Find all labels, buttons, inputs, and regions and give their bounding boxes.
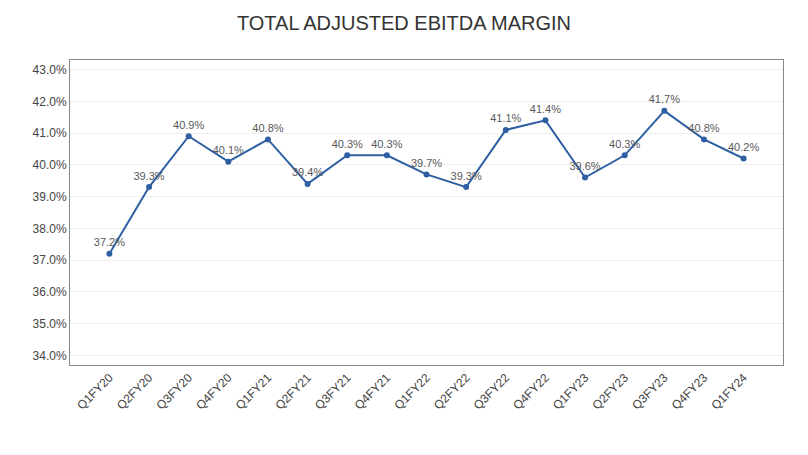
svg-text:Q4FY23: Q4FY23 — [669, 371, 711, 413]
svg-text:39.6%: 39.6% — [569, 160, 600, 172]
svg-text:42.0%: 42.0% — [33, 95, 67, 109]
svg-text:Q2FY21: Q2FY21 — [272, 371, 314, 413]
svg-text:39.0%: 39.0% — [33, 190, 67, 204]
svg-text:39.7%: 39.7% — [411, 157, 442, 169]
svg-text:Q3FY22: Q3FY22 — [471, 371, 513, 413]
svg-text:38.0%: 38.0% — [33, 222, 67, 236]
svg-text:Q3FY23: Q3FY23 — [629, 371, 671, 413]
svg-text:Q1FY23: Q1FY23 — [550, 371, 592, 413]
svg-text:Q4FY22: Q4FY22 — [510, 371, 552, 413]
svg-text:37.0%: 37.0% — [33, 253, 67, 267]
svg-text:43.0%: 43.0% — [33, 63, 67, 77]
svg-text:Q1FY21: Q1FY21 — [233, 371, 275, 413]
svg-text:41.1%: 41.1% — [490, 112, 521, 124]
svg-text:Q3FY20: Q3FY20 — [154, 371, 196, 413]
svg-text:TOTAL ADJUSTED EBITDA MARGIN: TOTAL ADJUSTED EBITDA MARGIN — [237, 12, 571, 34]
svg-text:39.4%: 39.4% — [292, 166, 323, 178]
svg-text:40.1%: 40.1% — [213, 144, 244, 156]
svg-text:34.0%: 34.0% — [33, 349, 67, 363]
svg-text:Q4FY21: Q4FY21 — [352, 371, 394, 413]
svg-text:39.3%: 39.3% — [451, 170, 482, 182]
svg-text:37.2%: 37.2% — [94, 236, 125, 248]
svg-text:41.7%: 41.7% — [649, 93, 680, 105]
svg-text:40.2%: 40.2% — [728, 141, 759, 153]
svg-text:40.3%: 40.3% — [332, 138, 363, 150]
svg-text:40.0%: 40.0% — [33, 158, 67, 172]
svg-text:Q1FY22: Q1FY22 — [391, 371, 433, 413]
svg-text:Q1FY24: Q1FY24 — [708, 371, 750, 413]
svg-text:Q3FY21: Q3FY21 — [312, 371, 354, 413]
svg-text:Q4FY20: Q4FY20 — [193, 371, 235, 413]
svg-text:40.3%: 40.3% — [609, 138, 640, 150]
svg-text:36.0%: 36.0% — [33, 285, 67, 299]
svg-text:Q2FY22: Q2FY22 — [431, 371, 473, 413]
svg-text:39.3%: 39.3% — [133, 170, 164, 182]
svg-text:40.8%: 40.8% — [252, 122, 283, 134]
svg-text:35.0%: 35.0% — [33, 317, 67, 331]
svg-text:41.4%: 41.4% — [530, 103, 561, 115]
svg-text:Q2FY23: Q2FY23 — [590, 371, 632, 413]
svg-text:Q2FY20: Q2FY20 — [114, 371, 156, 413]
svg-text:40.3%: 40.3% — [371, 138, 402, 150]
svg-text:40.9%: 40.9% — [173, 119, 204, 131]
svg-text:Q1FY20: Q1FY20 — [74, 371, 116, 413]
svg-text:41.0%: 41.0% — [33, 126, 67, 140]
svg-text:40.8%: 40.8% — [688, 122, 719, 134]
